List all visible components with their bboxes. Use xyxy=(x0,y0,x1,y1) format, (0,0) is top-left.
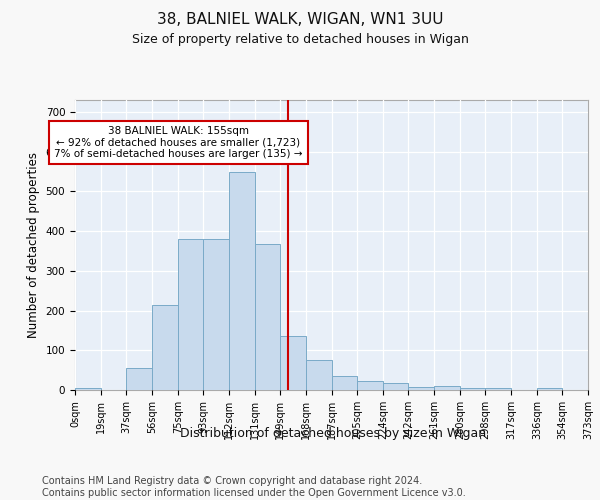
Bar xyxy=(537,388,562,390)
Text: 38 BALNIEL WALK: 155sqm
← 92% of detached houses are smaller (1,723)
7% of semi-: 38 BALNIEL WALK: 155sqm ← 92% of detache… xyxy=(54,126,302,159)
Bar xyxy=(178,239,203,390)
Bar xyxy=(75,388,101,390)
Text: Size of property relative to detached houses in Wigan: Size of property relative to detached ho… xyxy=(131,32,469,46)
Bar xyxy=(485,388,511,390)
Bar xyxy=(332,376,357,390)
Bar xyxy=(306,360,332,390)
Text: 38, BALNIEL WALK, WIGAN, WN1 3UU: 38, BALNIEL WALK, WIGAN, WN1 3UU xyxy=(157,12,443,28)
Bar xyxy=(280,336,306,390)
Bar xyxy=(126,368,152,390)
Bar xyxy=(408,387,434,390)
Bar xyxy=(255,244,280,390)
Bar xyxy=(152,306,178,390)
Bar xyxy=(229,172,255,390)
Bar xyxy=(434,386,460,390)
Text: Distribution of detached houses by size in Wigan: Distribution of detached houses by size … xyxy=(180,428,486,440)
Bar xyxy=(383,383,408,390)
Bar xyxy=(460,388,485,390)
Text: Contains HM Land Registry data © Crown copyright and database right 2024.
Contai: Contains HM Land Registry data © Crown c… xyxy=(42,476,466,498)
Bar xyxy=(203,239,229,390)
Y-axis label: Number of detached properties: Number of detached properties xyxy=(27,152,40,338)
Bar xyxy=(357,382,383,390)
